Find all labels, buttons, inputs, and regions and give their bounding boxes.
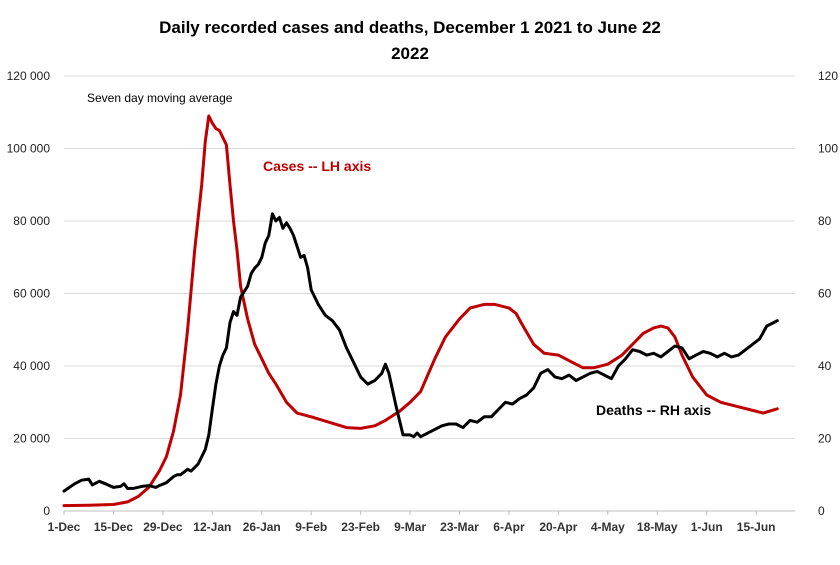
x-axis-tick-label: 9-Feb [295, 520, 327, 534]
x-axis-tick-label: 18-May [637, 520, 678, 534]
right-axis-tick-label: 40 [818, 359, 832, 373]
left-axis-tick-label: 20 000 [13, 432, 50, 446]
x-axis-tick-label: 29-Dec [143, 520, 183, 534]
left-axis-tick-label: 0 [43, 504, 50, 518]
x-axis-tick-label: 9-Mar [394, 520, 426, 534]
cases-series-line [62, 114, 779, 508]
series-lines [62, 114, 779, 508]
left-axis-tick-label: 100 000 [7, 142, 51, 156]
chart-title-line-2: 2022 [391, 44, 429, 63]
x-axis-tick-label: 6-Apr [493, 520, 525, 534]
x-axis-tick-label: 23-Feb [341, 520, 380, 534]
x-axis-tick-label: 1-Dec [48, 520, 81, 534]
right-axis-tick-label: 80 [818, 214, 832, 228]
left-axis-tick-label: 40 000 [13, 359, 50, 373]
right-axis-tick-label: 100 [818, 142, 838, 156]
axes: 0 20 000 40 000 60 000 80 000 100 000 120 000 0… [7, 69, 839, 534]
x-axis-tick-label: 1-Jun [691, 520, 723, 534]
right-axis-tick-label: 0 [818, 504, 825, 518]
x-axis-tick-label: 15-Dec [94, 520, 134, 534]
x-axis-tick-label: 4-May [591, 520, 625, 534]
x-axis-tick-label: 20-Apr [539, 520, 577, 534]
left-axis-tick-label: 120 000 [7, 69, 51, 83]
right-axis-tick-label: 60 [818, 287, 832, 301]
deaths-series-line [62, 212, 779, 493]
series-label-cases: Cases -- LH axis [263, 158, 371, 174]
chart-note: Seven day moving average [87, 91, 233, 105]
chart-title-line-1: Daily recorded cases and deaths, Decembe… [159, 18, 661, 37]
left-axis-tick-label: 80 000 [13, 214, 50, 228]
x-axis-tick-label: 15-Jun [737, 520, 776, 534]
x-axis-tick-label: 26-Jan [243, 520, 281, 534]
right-axis-tick-label: 120 [818, 69, 838, 83]
x-axis-tick-label: 12-Jan [193, 520, 231, 534]
left-axis-tick-label: 60 000 [13, 287, 50, 301]
right-axis-tick-label: 20 [818, 432, 832, 446]
x-axis-tick-label: 23-Mar [440, 520, 479, 534]
series-label-deaths: Deaths -- RH axis [596, 402, 711, 418]
gridlines [64, 75, 795, 439]
